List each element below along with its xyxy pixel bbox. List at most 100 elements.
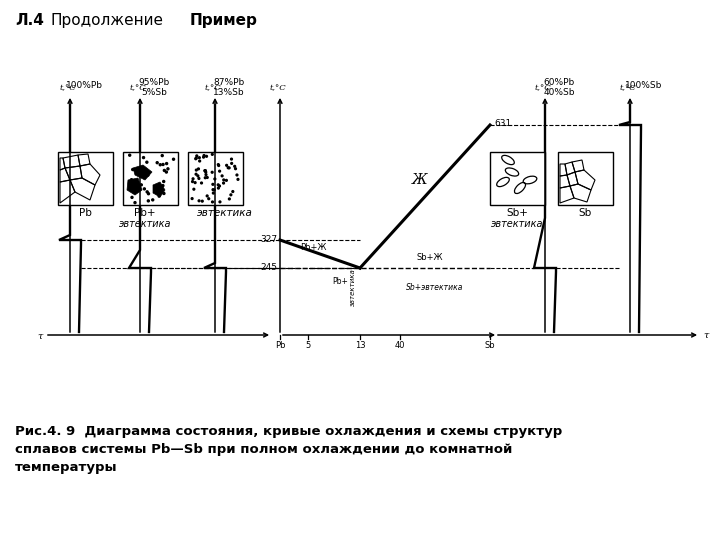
Circle shape — [205, 171, 207, 173]
Text: 95%Pb: 95%Pb — [138, 78, 170, 87]
Circle shape — [211, 171, 213, 173]
Circle shape — [232, 191, 234, 192]
Circle shape — [129, 154, 131, 156]
Circle shape — [156, 161, 158, 164]
Circle shape — [148, 200, 149, 202]
Circle shape — [195, 157, 197, 159]
Circle shape — [217, 187, 220, 189]
Circle shape — [228, 167, 230, 169]
Circle shape — [223, 179, 225, 181]
Circle shape — [146, 161, 148, 163]
Circle shape — [217, 164, 219, 165]
Circle shape — [212, 189, 214, 191]
Text: 100%Pb: 100%Pb — [66, 81, 102, 90]
Text: эвтектика: эвтектика — [197, 208, 253, 218]
Circle shape — [152, 199, 154, 201]
Text: t,°C: t,°C — [60, 84, 76, 92]
Circle shape — [146, 191, 148, 193]
Text: Pb+: Pb+ — [134, 208, 156, 218]
Text: t,°C: t,°C — [535, 84, 552, 92]
Text: Л.4: Л.4 — [15, 13, 44, 28]
Text: Pb: Pb — [78, 208, 91, 218]
Circle shape — [197, 175, 199, 177]
Bar — [490, 152, 545, 205]
Bar — [558, 152, 613, 205]
Text: Sb+эвтектика: Sb+эвтектика — [406, 284, 464, 293]
Circle shape — [212, 184, 214, 185]
Circle shape — [192, 181, 194, 183]
Circle shape — [143, 157, 145, 159]
Circle shape — [143, 188, 145, 190]
Text: 5%Sb: 5%Sb — [141, 88, 167, 97]
Circle shape — [158, 195, 160, 197]
Circle shape — [230, 158, 233, 160]
Circle shape — [201, 182, 202, 184]
Circle shape — [132, 168, 134, 171]
Text: Pb: Pb — [275, 341, 285, 350]
Circle shape — [161, 154, 163, 157]
Circle shape — [236, 174, 238, 176]
Text: 245: 245 — [260, 262, 277, 272]
Text: 631: 631 — [494, 118, 511, 127]
Circle shape — [194, 182, 196, 184]
Text: τ: τ — [703, 330, 708, 340]
Text: Pb+Ж: Pb+Ж — [300, 242, 326, 252]
Bar — [123, 152, 178, 205]
Circle shape — [159, 187, 161, 188]
Circle shape — [228, 167, 229, 168]
Text: 40%Sb: 40%Sb — [544, 88, 575, 97]
Circle shape — [166, 171, 167, 173]
Circle shape — [202, 156, 204, 158]
Circle shape — [207, 177, 208, 178]
Circle shape — [212, 192, 215, 194]
Circle shape — [162, 164, 164, 165]
Circle shape — [221, 175, 223, 177]
Text: Pb+: Pb+ — [332, 278, 348, 287]
Text: Sb+: Sb+ — [506, 208, 528, 218]
Text: 13: 13 — [355, 341, 365, 350]
Text: 60%Pb: 60%Pb — [544, 78, 575, 87]
Circle shape — [195, 173, 197, 175]
Circle shape — [192, 178, 194, 180]
Text: t,°C: t,°C — [130, 84, 146, 92]
Circle shape — [163, 180, 165, 183]
Circle shape — [213, 189, 215, 191]
Circle shape — [198, 178, 200, 179]
Circle shape — [130, 180, 132, 182]
Circle shape — [166, 163, 168, 165]
Circle shape — [167, 168, 169, 170]
Circle shape — [162, 185, 164, 187]
Text: τ: τ — [37, 332, 43, 341]
Circle shape — [131, 197, 133, 198]
Circle shape — [230, 163, 233, 164]
Circle shape — [234, 165, 235, 167]
Polygon shape — [127, 178, 142, 195]
Circle shape — [217, 184, 219, 186]
Text: эвтектика: эвтектика — [491, 219, 544, 229]
Text: 13%Sb: 13%Sb — [213, 88, 245, 97]
Circle shape — [206, 195, 208, 197]
Circle shape — [159, 164, 161, 166]
Circle shape — [199, 157, 200, 159]
Circle shape — [196, 155, 198, 157]
Circle shape — [212, 201, 213, 203]
Circle shape — [197, 168, 199, 170]
Text: 40: 40 — [395, 341, 405, 350]
Text: Sb: Sb — [485, 341, 495, 350]
Circle shape — [163, 170, 166, 171]
Text: t,°C: t,°C — [620, 84, 636, 92]
Polygon shape — [153, 182, 165, 197]
Text: Sb: Sb — [578, 208, 592, 218]
Circle shape — [206, 156, 207, 157]
Circle shape — [163, 192, 165, 194]
Text: Пример: Пример — [190, 13, 258, 28]
Text: t,°C: t,°C — [270, 84, 287, 92]
Circle shape — [225, 179, 228, 181]
Circle shape — [230, 194, 232, 195]
Text: эвтектика: эвтектика — [119, 219, 171, 229]
Circle shape — [130, 179, 132, 181]
Circle shape — [219, 185, 220, 187]
Text: Продолжение: Продолжение — [50, 13, 163, 28]
Circle shape — [140, 184, 143, 186]
Circle shape — [202, 200, 203, 202]
